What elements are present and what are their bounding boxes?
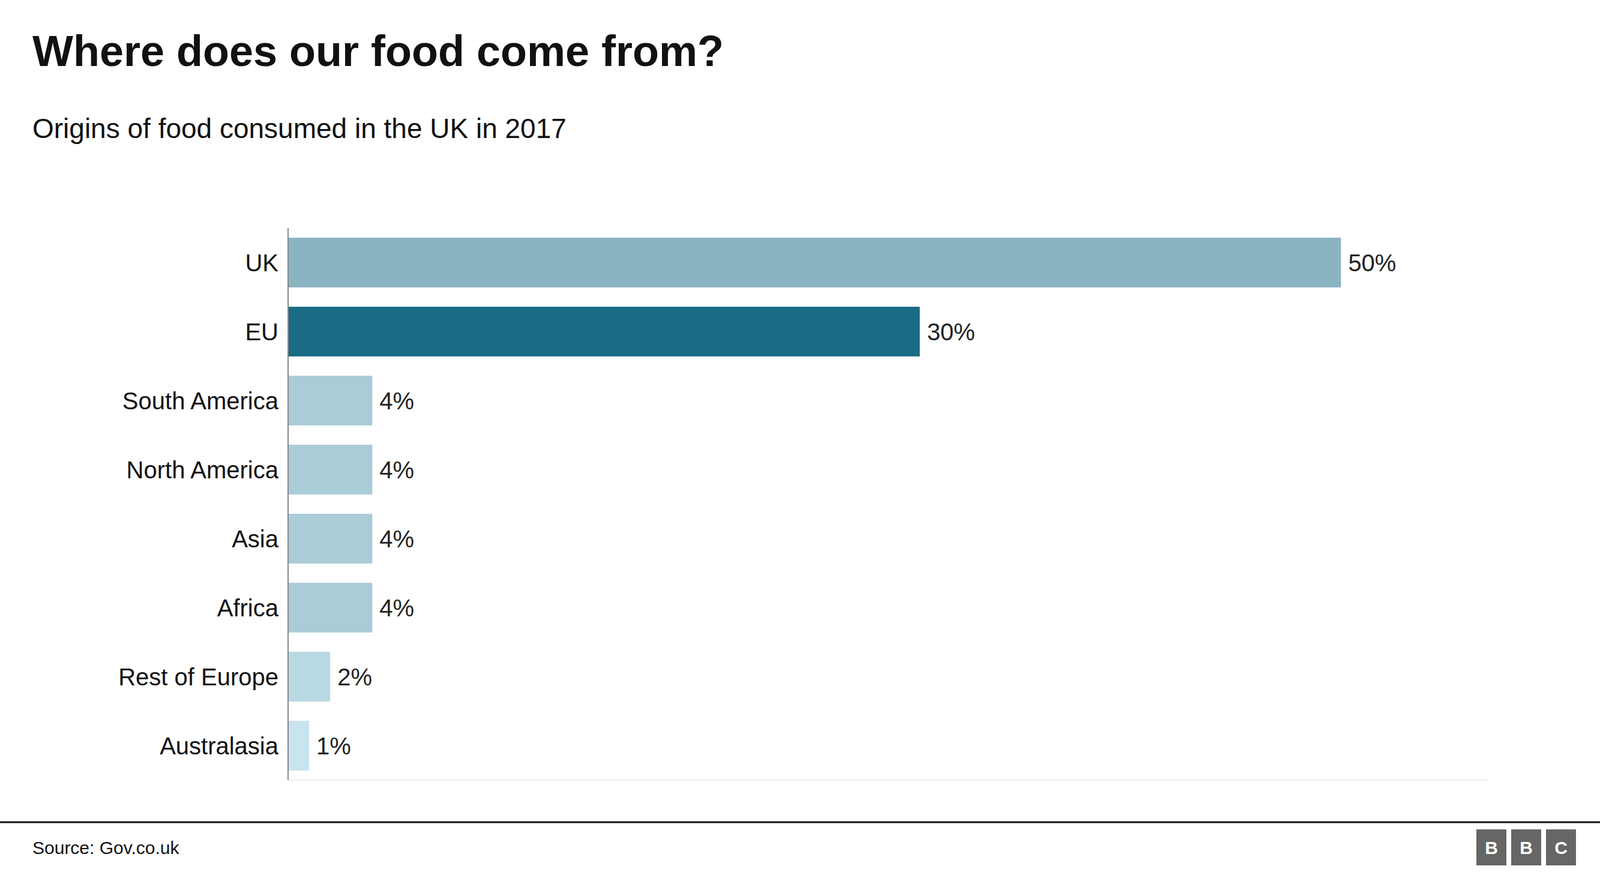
subtitle: Origins of food consumed in the UK in 20… bbox=[32, 112, 567, 145]
bar bbox=[288, 513, 373, 564]
logo-letter: C bbox=[1554, 837, 1568, 858]
chart: Where does our food come from? Origins of… bbox=[0, 0, 1600, 875]
y-tick-label: Africa bbox=[217, 594, 280, 622]
logo-box bbox=[1476, 829, 1507, 866]
bar bbox=[288, 582, 373, 633]
source: Source: Gov.co.uk bbox=[32, 837, 181, 858]
bars bbox=[288, 237, 1341, 771]
logo-letter: B bbox=[1519, 837, 1533, 858]
logo-letter: B bbox=[1484, 837, 1498, 858]
y-tick-label: Asia bbox=[231, 525, 280, 553]
logo-box bbox=[1511, 829, 1542, 866]
data-label: 4% bbox=[379, 594, 415, 622]
data-label: 1% bbox=[316, 732, 352, 760]
data-label: 4% bbox=[379, 525, 415, 553]
bar bbox=[288, 375, 373, 426]
y-tick-label: Rest of Europe bbox=[118, 663, 279, 691]
bar bbox=[288, 444, 373, 495]
y-tick-label: South America bbox=[122, 387, 280, 415]
y-ticks: UK EU South America North America Asia Africa… bbox=[118, 249, 280, 760]
title: Where does our food come from? bbox=[32, 27, 724, 76]
bar bbox=[288, 237, 1341, 288]
bar bbox=[288, 651, 331, 702]
x-axis-line bbox=[288, 780, 1489, 781]
data-label: 30% bbox=[927, 318, 976, 346]
data-label: 2% bbox=[337, 663, 373, 691]
footer-line bbox=[0, 821, 1600, 824]
y-tick-label: Australasia bbox=[159, 732, 280, 760]
bar bbox=[288, 720, 310, 771]
data-labels: 50% 30% 4% 4% 4% 4% 2% 1% bbox=[316, 249, 1396, 760]
y-tick-label: UK bbox=[244, 249, 279, 277]
bar bbox=[288, 306, 921, 357]
data-label: 4% bbox=[379, 456, 415, 484]
data-label: 50% bbox=[1347, 249, 1396, 277]
logo-box bbox=[1545, 829, 1576, 866]
y-axis-line bbox=[287, 228, 289, 781]
y-tick-label: EU bbox=[244, 318, 279, 346]
data-label: 4% bbox=[379, 387, 415, 415]
background bbox=[0, 0, 1600, 875]
y-tick-label: North America bbox=[126, 456, 280, 484]
